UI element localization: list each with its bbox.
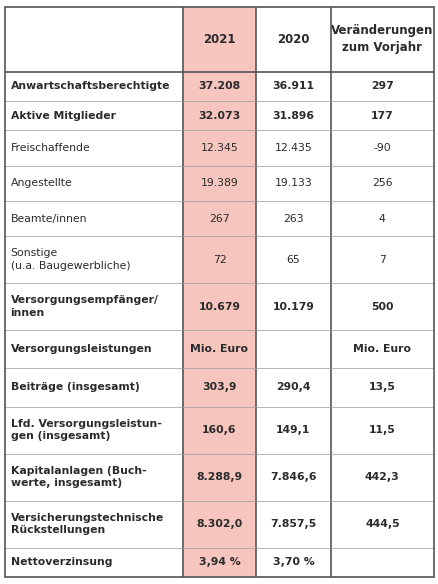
Text: 149,1: 149,1: [276, 425, 310, 435]
Text: 256: 256: [371, 178, 392, 188]
Text: 500: 500: [370, 302, 393, 312]
Bar: [183, 7, 255, 72]
Text: Sonstige
(u.a. Baugewerbliche): Sonstige (u.a. Baugewerbliche): [11, 248, 130, 271]
Text: 7.846,6: 7.846,6: [269, 472, 316, 482]
Text: Lfd. Versorgungsleistun-
gen (insgesamt): Lfd. Versorgungsleistun- gen (insgesamt): [11, 419, 161, 442]
Text: 8.288,9: 8.288,9: [196, 472, 242, 482]
Text: 442,3: 442,3: [364, 472, 399, 482]
Bar: [183, 454, 255, 500]
Bar: [183, 72, 255, 101]
Text: 10.179: 10.179: [272, 302, 314, 312]
Bar: [183, 130, 255, 166]
Bar: [183, 166, 255, 201]
Text: 7: 7: [378, 255, 385, 265]
Bar: [183, 101, 255, 130]
Text: 3,94 %: 3,94 %: [198, 557, 240, 567]
Text: Mio. Euro: Mio. Euro: [190, 345, 248, 354]
Text: Aktive Mitglieder: Aktive Mitglieder: [11, 111, 115, 121]
Text: Veränderungen
zum Vorjahr: Veränderungen zum Vorjahr: [330, 25, 432, 54]
Text: 65: 65: [286, 255, 300, 265]
Text: 4: 4: [378, 214, 385, 224]
Text: 3,70 %: 3,70 %: [272, 557, 314, 567]
Text: Freischaffende: Freischaffende: [11, 143, 90, 153]
Bar: [183, 369, 255, 406]
Text: 303,9: 303,9: [202, 383, 236, 392]
Bar: [183, 236, 255, 283]
Text: 8.302,0: 8.302,0: [196, 519, 242, 529]
Text: Versorgungsempfänger/
innen: Versorgungsempfänger/ innen: [11, 296, 158, 318]
Text: 13,5: 13,5: [368, 383, 395, 392]
Text: 160,6: 160,6: [202, 425, 236, 435]
Bar: [183, 500, 255, 548]
Text: Beamte/innen: Beamte/innen: [11, 214, 87, 224]
Text: 290,4: 290,4: [276, 383, 310, 392]
Text: 31.896: 31.896: [272, 111, 314, 121]
Text: 297: 297: [370, 81, 393, 91]
Text: 263: 263: [283, 214, 303, 224]
Text: 19.389: 19.389: [200, 178, 238, 188]
Text: 12.435: 12.435: [274, 143, 311, 153]
Bar: [183, 201, 255, 236]
Text: Mio. Euro: Mio. Euro: [353, 345, 410, 354]
Text: Nettoverzinsung: Nettoverzinsung: [11, 557, 112, 567]
Bar: [183, 283, 255, 330]
Text: 32.073: 32.073: [198, 111, 240, 121]
Text: 267: 267: [209, 214, 229, 224]
Text: 2020: 2020: [276, 33, 309, 46]
Text: 11,5: 11,5: [368, 425, 395, 435]
Bar: [183, 330, 255, 369]
Text: Kapitalanlagen (Buch-
werte, insgesamt): Kapitalanlagen (Buch- werte, insgesamt): [11, 466, 146, 488]
Text: Versicherungstechnische
Rückstellungen: Versicherungstechnische Rückstellungen: [11, 513, 163, 536]
Text: -90: -90: [373, 143, 390, 153]
Text: Beiträge (insgesamt): Beiträge (insgesamt): [11, 383, 139, 392]
Text: 10.679: 10.679: [198, 302, 240, 312]
Text: 177: 177: [370, 111, 393, 121]
Text: 7.857,5: 7.857,5: [270, 519, 316, 529]
Bar: [183, 548, 255, 577]
Text: Angestellte: Angestellte: [11, 178, 72, 188]
Text: 2021: 2021: [203, 33, 235, 46]
Text: Versorgungsleistungen: Versorgungsleistungen: [11, 345, 152, 354]
Text: 37.208: 37.208: [198, 81, 240, 91]
Text: 12.345: 12.345: [200, 143, 238, 153]
Bar: [183, 406, 255, 454]
Text: 72: 72: [212, 255, 226, 265]
Text: 36.911: 36.911: [272, 81, 314, 91]
Text: Anwartschaftsberechtigte: Anwartschaftsberechtigte: [11, 81, 170, 91]
Text: 19.133: 19.133: [274, 178, 311, 188]
Text: 444,5: 444,5: [364, 519, 399, 529]
